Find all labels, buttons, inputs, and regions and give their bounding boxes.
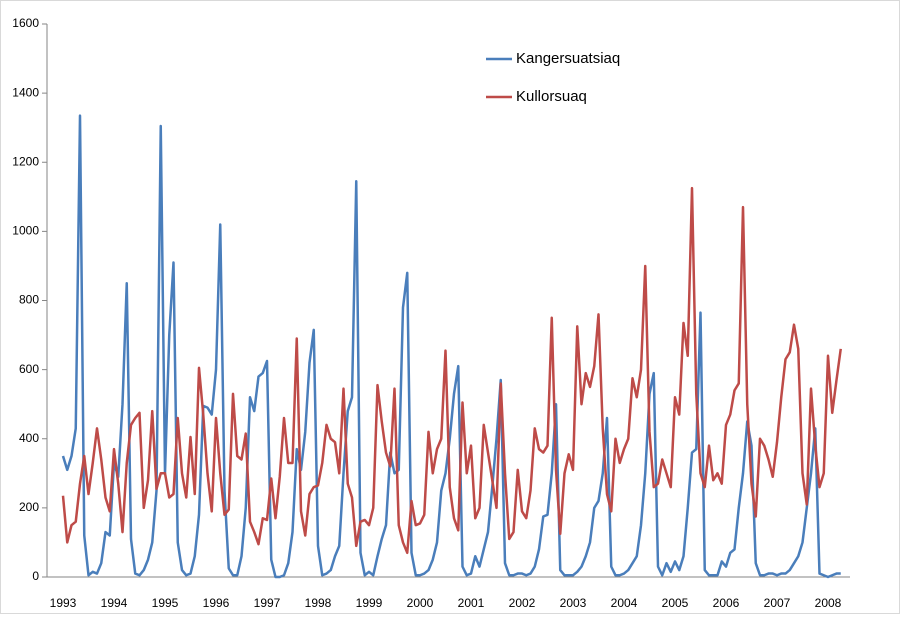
x-tick-label: 2004: [611, 596, 638, 610]
y-tick-label: 800: [19, 293, 39, 307]
x-tick-label: 2001: [458, 596, 485, 610]
x-tick-label: 1999: [356, 596, 383, 610]
x-tick-label: 2000: [407, 596, 434, 610]
x-tick-label: 2005: [662, 596, 689, 610]
series-line: [61, 114, 841, 579]
y-tick-label: 1600: [12, 16, 39, 30]
y-tick-label: 1000: [12, 224, 39, 238]
x-tick-label: 1998: [305, 596, 332, 610]
y-tick-label: 400: [19, 431, 39, 445]
x-tick-label: 2007: [764, 596, 791, 610]
x-tick-label: 1995: [152, 596, 179, 610]
x-tick-label: 2002: [509, 596, 536, 610]
x-tick-label: 1996: [203, 596, 230, 610]
y-tick-label: 600: [19, 362, 39, 376]
x-tick-label: 1997: [254, 596, 281, 610]
x-tick-label: 2003: [560, 596, 587, 610]
x-tick-label: 2008: [815, 596, 842, 610]
y-tick-label: 1400: [12, 85, 39, 99]
y-tick-label: 200: [19, 500, 39, 514]
x-tick-label: 1993: [50, 596, 77, 610]
y-tick-label: 1200: [12, 154, 39, 168]
legend-label: Kullorsuaq: [516, 88, 587, 105]
legend-label: Kangersuatsiaq: [516, 50, 620, 67]
series-line: [61, 186, 842, 555]
y-tick-label: 0: [32, 569, 39, 583]
x-tick-label: 1994: [101, 596, 128, 610]
plot-area: 0 200 400 600 800 1000 1200 1400 1600 1993 1994 199…: [12, 16, 850, 610]
x-tick-label: 2006: [713, 596, 740, 610]
